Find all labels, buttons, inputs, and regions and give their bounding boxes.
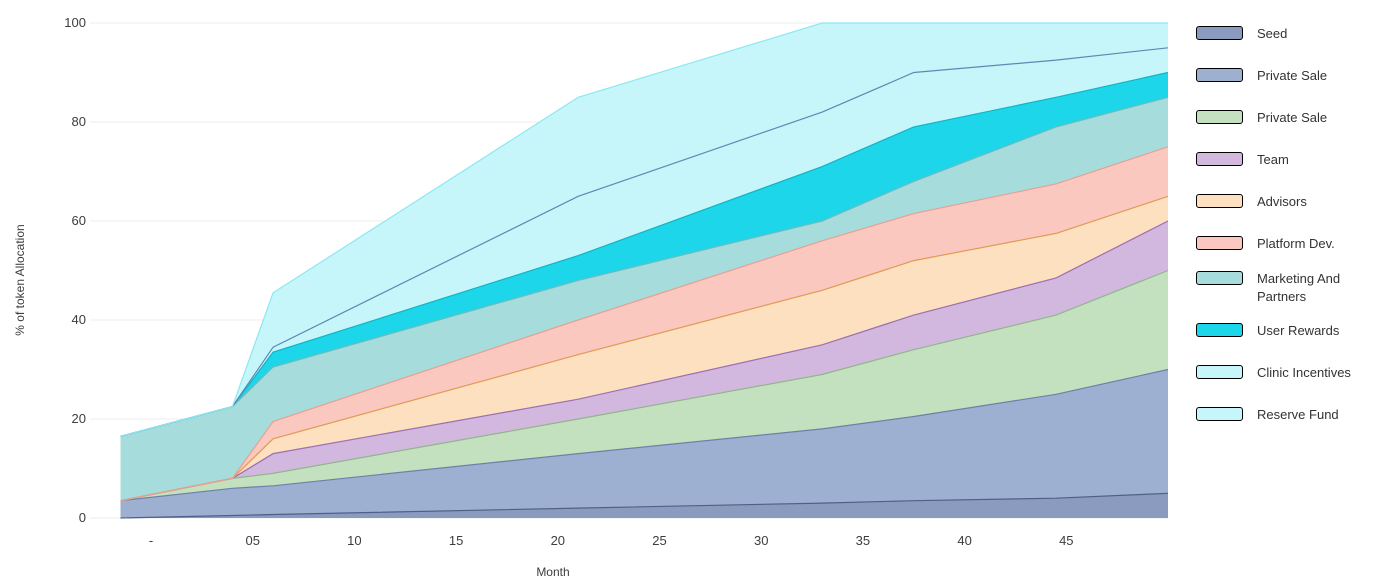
y-axis-label: % of token Allocation (13, 224, 27, 335)
x-tick-label: 30 (754, 533, 768, 548)
area-1 (120, 493, 1168, 518)
x-tick-label: 25 (652, 533, 666, 548)
x-tick-label: 45 (1059, 533, 1073, 548)
legend-swatch (1196, 68, 1243, 82)
legend-item: Advisors (1196, 193, 1369, 211)
series-line-9 (120, 47, 1169, 437)
legend-label: Clinic Incentives (1257, 365, 1351, 380)
y-tick-label: 20 (72, 411, 86, 426)
y-tick-label: 80 (72, 114, 86, 129)
x-axis: - 05 10 15 20 25 30 35 40 45 (149, 533, 1074, 548)
x-axis-label: Month (536, 565, 569, 578)
area-6 (120, 146, 1168, 501)
legend-item: User Rewards (1196, 322, 1369, 340)
series-line-6 (120, 146, 1169, 502)
series-line-5 (120, 195, 1169, 502)
series-line-3 (120, 269, 1169, 502)
legend-label: Private Sale (1257, 68, 1328, 83)
areas (120, 23, 1168, 518)
legend-swatch (1196, 152, 1243, 166)
x-tick-label: - (149, 533, 153, 548)
series-line-1 (120, 492, 1169, 519)
y-tick-label: 0 (79, 510, 86, 525)
legend-swatch (1196, 271, 1243, 285)
legend-item: Private Sale (1196, 67, 1369, 85)
legend-item: Clinic Incentives (1196, 364, 1369, 382)
legend-label: Marketing And Partners (1257, 271, 1341, 304)
legend-label: Platform Dev. (1257, 236, 1335, 251)
area-9 (120, 47, 1168, 437)
legend-label: User Rewards (1257, 323, 1340, 338)
series-line-4 (120, 220, 1169, 502)
legend-swatch (1196, 407, 1243, 421)
area-2 (120, 369, 1168, 518)
y-tick-label: 40 (72, 312, 86, 327)
legend-label: Private Sale (1257, 110, 1328, 125)
legend-swatch (1196, 194, 1243, 208)
x-tick-label: 35 (856, 533, 870, 548)
legend-item: Reserve Fund (1196, 406, 1369, 424)
legend-swatch (1196, 236, 1243, 250)
series-line-2 (120, 368, 1169, 502)
x-tick-label: 05 (245, 533, 259, 548)
legend-label: Team (1257, 152, 1289, 167)
y-axis: 0 20 40 60 80 100 (64, 15, 86, 525)
x-tick-label: 15 (449, 533, 463, 548)
x-tick-label: 40 (957, 533, 971, 548)
area-3 (120, 270, 1168, 501)
series-line-10 (120, 22, 1168, 437)
y-tick-label: 100 (64, 15, 86, 30)
legend-item: Seed (1196, 25, 1369, 43)
legend-swatch (1196, 26, 1243, 40)
area-5 (120, 196, 1168, 501)
legend-swatch (1196, 323, 1243, 337)
legend-item: Marketing And Partners (1196, 270, 1369, 306)
legend-swatch (1196, 110, 1243, 124)
legend-item: Team (1196, 151, 1369, 169)
area-10 (120, 23, 1168, 437)
x-tick-label: 10 (347, 533, 361, 548)
legend-item: Private Sale (1196, 109, 1369, 127)
y-tick-label: 60 (72, 213, 86, 228)
series-lines (120, 22, 1169, 519)
legend-label: Seed (1257, 26, 1288, 41)
legend-label: Reserve Fund (1257, 407, 1339, 422)
series-line-7 (120, 96, 1169, 437)
legend-item: Platform Dev. (1196, 235, 1369, 253)
area-7 (120, 97, 1168, 501)
area-8 (120, 72, 1168, 437)
x-tick-label: 20 (551, 533, 565, 548)
legend-swatch (1196, 365, 1243, 379)
legend-label: Advisors (1257, 194, 1307, 209)
